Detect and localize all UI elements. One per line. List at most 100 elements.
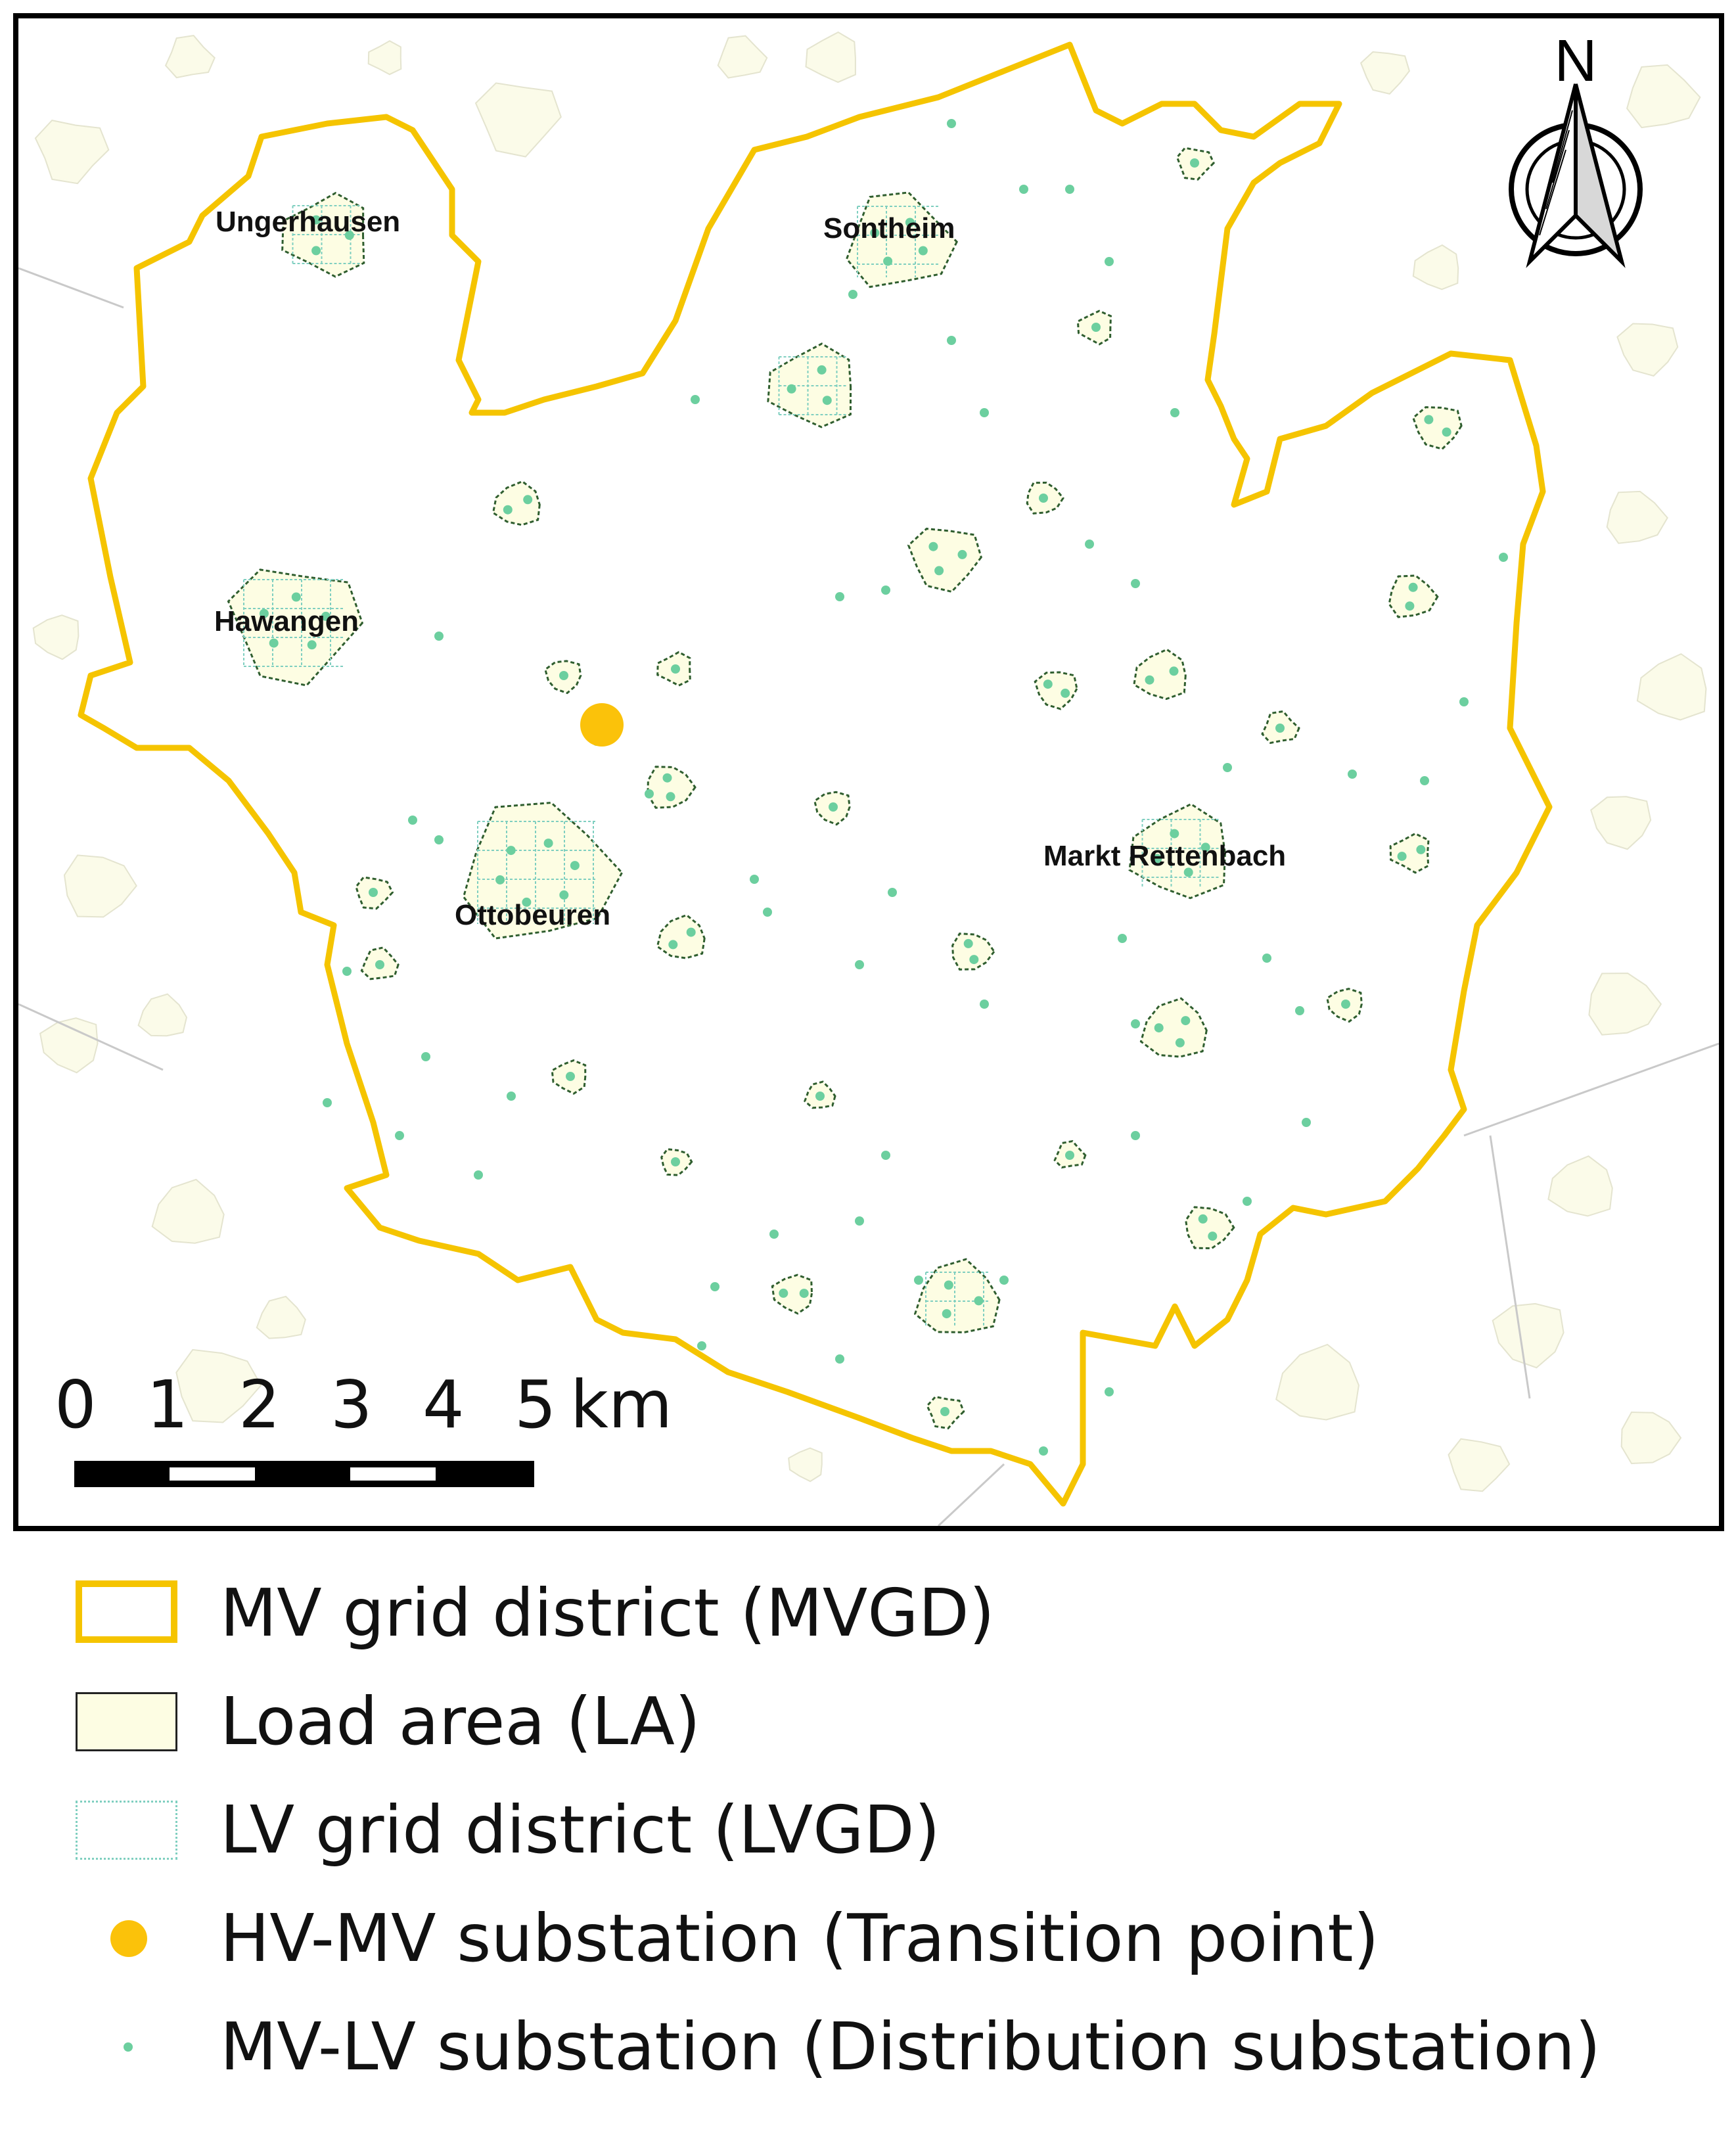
legend-item-hv-mv: HV-MV substation (Transition point) [66, 1889, 1708, 1988]
mv-lv-substation [1262, 954, 1271, 963]
load-area [656, 913, 706, 959]
mv-lv-substation [369, 888, 378, 897]
lvgd-swatch-icon [76, 1801, 177, 1860]
background-boundary-line [1463, 1042, 1719, 1137]
mv-lv-substation [1243, 1197, 1252, 1206]
mv-lv-substation [344, 231, 354, 240]
mv-lv-substation [835, 1354, 844, 1364]
mv-lv-substation [1091, 323, 1101, 332]
mv-lv-substation [999, 1276, 1009, 1285]
mv-lv-substation [918, 246, 928, 256]
load-area [1388, 574, 1439, 618]
load-area [767, 342, 852, 428]
mv-lv-substation [1200, 842, 1210, 852]
legend-item-mv-lv: MV-LV substation (Distribution substatio… [66, 1998, 1708, 2096]
mv-lv-substation [1223, 763, 1232, 772]
scale-tick-2: 2 [239, 1366, 281, 1443]
load-area-swatch-icon [76, 1692, 177, 1751]
background-settlement [1590, 796, 1652, 850]
mv-lv-substation [1131, 1019, 1140, 1028]
mv-lv-substation [434, 835, 444, 844]
mv-lv-substations [259, 119, 1508, 1456]
mv-lv-substation [1341, 1000, 1350, 1009]
background-boundary-line [937, 1463, 1005, 1526]
scale-tick-5: 5 [514, 1366, 557, 1443]
mv-lv-substation [434, 632, 444, 641]
mv-lv-substation [1043, 679, 1053, 689]
mv-lv-substation [905, 218, 915, 227]
mv-lv-substation [1145, 675, 1154, 685]
background-boundary-line [1489, 1135, 1531, 1399]
north-label: N [1555, 28, 1597, 94]
mv-lv-substation [1198, 1214, 1208, 1224]
background-settlement [151, 1178, 225, 1244]
mv-lv-substation [870, 228, 880, 238]
mv-lv-substation [291, 592, 301, 602]
mv-lv-substation [817, 365, 827, 375]
mv-lv-substation [1039, 1446, 1048, 1456]
mv-lv-substation [559, 890, 569, 900]
mv-lv-substation [779, 1288, 788, 1298]
mv-lv-substation [474, 1170, 483, 1180]
town-label-hawangen: Hawangen [214, 605, 359, 637]
mv-lv-substation [1208, 1232, 1218, 1241]
load-area [771, 1274, 813, 1315]
background-settlement [1616, 323, 1679, 377]
mv-lv-substation [914, 1276, 923, 1285]
background-settlement [1547, 1155, 1613, 1217]
mv-lv-substation [307, 640, 317, 650]
mv-lv-substation [883, 256, 893, 266]
mv-lv-substation [1170, 829, 1179, 839]
mv-lv-substation [942, 1309, 951, 1319]
mv-lv-substation [543, 839, 553, 848]
mv-lv-substation [881, 1151, 890, 1160]
mv-lv-substation [928, 541, 938, 551]
legend-label: MV-LV substation (Distribution substatio… [220, 2008, 1601, 2085]
mv-lv-substation [375, 960, 384, 969]
mv-lv-substation [1397, 852, 1407, 862]
background-settlement [1492, 1302, 1565, 1369]
mv-lv-substation [829, 802, 838, 812]
scale-tick-4: 4 [423, 1366, 465, 1443]
mv-lv-substation [1153, 854, 1162, 863]
mv-lv-substation [980, 1000, 989, 1009]
mv-lv-substation [1170, 408, 1179, 417]
mv-lv-substation [1131, 1131, 1140, 1140]
background-settlement [63, 854, 137, 918]
mv-lv-substation [662, 773, 672, 783]
mv-lv-substation [495, 875, 505, 885]
background-settlement [32, 614, 80, 660]
mv-lv-substation [559, 671, 568, 680]
mv-lv-substation [1039, 494, 1048, 503]
load-area [951, 932, 995, 971]
town-label-sontheim: Sontheim [823, 212, 955, 244]
load-area [1185, 1206, 1235, 1250]
map-canvas: N [18, 28, 1719, 1526]
load-areas [227, 147, 1463, 1430]
mv-lv-substation [691, 395, 700, 404]
load-area [281, 191, 365, 278]
mv-lv-substation [1424, 415, 1434, 425]
background-settlement [474, 82, 562, 158]
mv-lv-substation [1190, 158, 1199, 168]
legend-item-load-area: Load area (LA) [66, 1672, 1708, 1771]
background-settlement [1606, 490, 1668, 544]
background-settlement [39, 1017, 99, 1074]
legend-item-mvgd: MV grid district (MVGD) [66, 1564, 1708, 1663]
mv-lv-substation [311, 215, 321, 225]
mv-lv-substation [835, 592, 844, 601]
mv-lv-substation [1420, 776, 1429, 785]
mv-lv-substation [671, 1157, 680, 1166]
mv-lv-substation [980, 408, 989, 417]
mv-lv-substation [1405, 601, 1415, 611]
mv-lv-substation [666, 792, 675, 802]
mv-lv-substation [750, 875, 759, 884]
mv-lv-substation [342, 967, 352, 976]
mv-lv-substation [697, 1341, 706, 1350]
map-frame: N Ungerhausen Sontheim Hawangen Ottobeur… [13, 13, 1724, 1531]
background-settlement [1448, 1438, 1511, 1492]
mv-lv-substation [421, 1052, 430, 1061]
mv-lv-substation [1105, 1387, 1114, 1396]
mv-lv-substation [1275, 724, 1285, 733]
scale-bar [74, 1461, 534, 1487]
